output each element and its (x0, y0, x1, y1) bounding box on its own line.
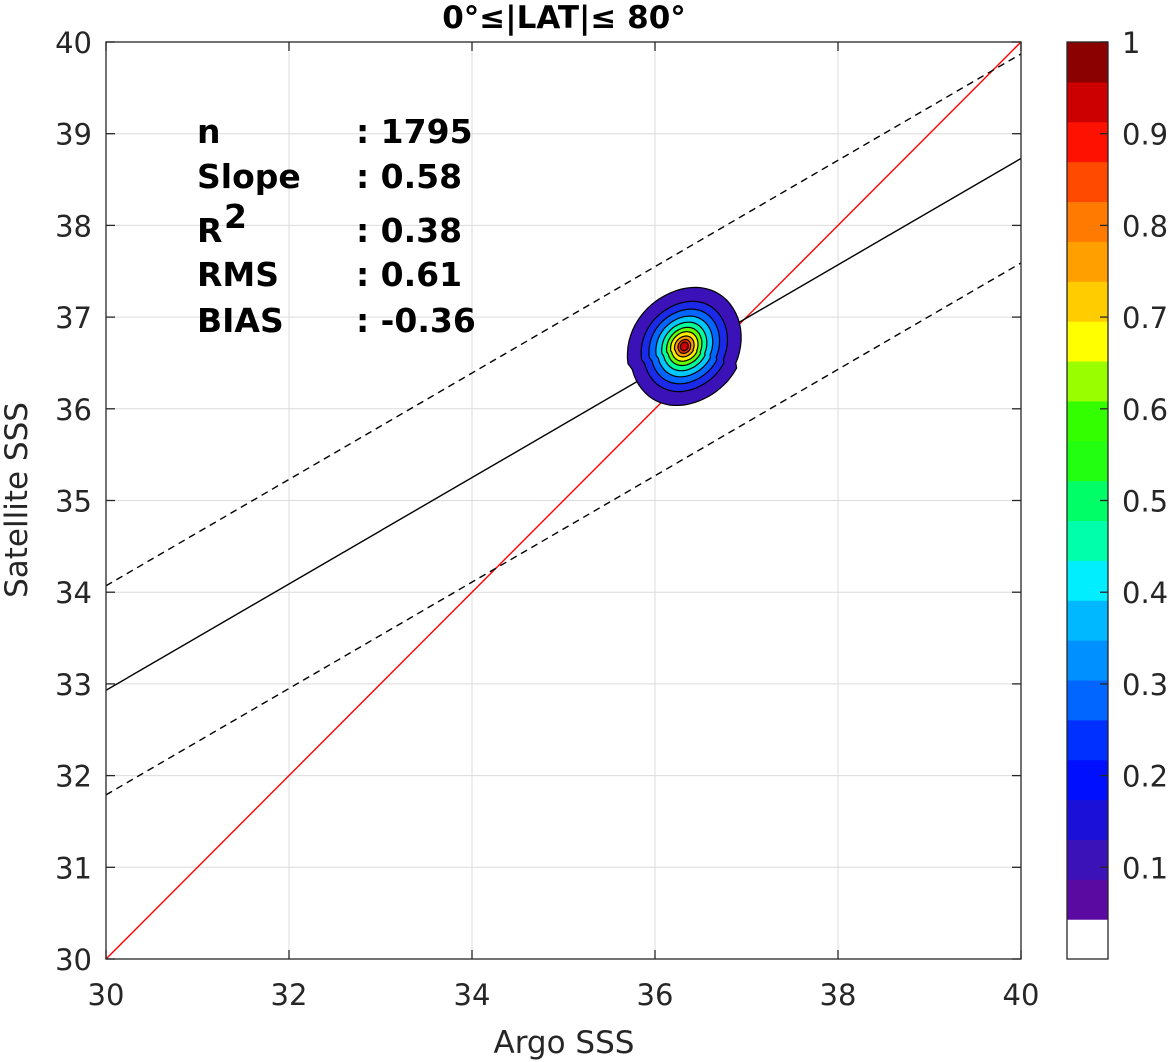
x-axis-label: Argo SSS (494, 1025, 635, 1061)
colorbar-segment-14 (1067, 360, 1108, 402)
stat-label: BIAS (197, 301, 284, 340)
x-tick-label: 34 (454, 978, 491, 1012)
y-tick-label: 38 (55, 209, 92, 243)
colorbar-tick-label: 0.2 (1122, 760, 1168, 794)
colorbar-segment-6 (1067, 679, 1108, 721)
stat-superscript: 2 (224, 197, 247, 236)
stat-value: : 1795 (356, 112, 473, 151)
x-tick-label: 36 (637, 978, 674, 1012)
stat-value: : -0.36 (356, 301, 476, 340)
stat-label: Slope (197, 157, 301, 196)
y-tick-label: 39 (55, 118, 92, 152)
colorbar-segment-7 (1067, 640, 1108, 681)
density-contours (626, 286, 742, 406)
colorbar-segment-3 (1067, 799, 1108, 840)
colorbar-segment-20 (1067, 121, 1108, 163)
y-tick-label: 37 (55, 301, 92, 335)
chart-title: 0°≤|LAT|≤ 80° (442, 0, 686, 36)
x-tick-label: 30 (88, 978, 125, 1012)
axes (105, 41, 1022, 960)
colorbar-segment-9 (1067, 560, 1108, 601)
colorbar-segment-1 (1067, 879, 1108, 920)
colorbar-segment-19 (1067, 161, 1108, 203)
one-to-one-line (106, 42, 1021, 959)
colorbar-tick-label: 0.4 (1122, 576, 1168, 610)
density-contour-9 (679, 341, 689, 352)
colorbar-tick-label: 0.6 (1122, 393, 1168, 427)
stats-annotation: n : 1795 Slope : 0.58 R 2 : 0.38 RMS : 0.61 BIAS:… (197, 112, 476, 340)
colorbar-tick-label: 0.3 (1122, 668, 1168, 702)
stat-label: R (197, 211, 222, 250)
colorbar-tick-label: 1 (1122, 26, 1140, 60)
y-tick-label: 30 (55, 943, 92, 977)
stat-label: RMS (197, 255, 279, 294)
colorbar-segment-12 (1067, 440, 1108, 482)
colorbar-segment-22 (1067, 42, 1108, 83)
x-tick-label: 32 (271, 978, 308, 1012)
colorbar-tick-label: 0.8 (1122, 209, 1168, 243)
x-tick-label: 40 (1003, 978, 1040, 1012)
lower-bound-line (106, 262, 1021, 796)
y-tick-label: 35 (55, 485, 92, 519)
colorbar: 0.1 0.2 0.3 0.4 0.5 0.6 0.7 0.8 0.9 1 (1066, 26, 1168, 960)
colorbar-segment-21 (1067, 81, 1108, 123)
upper-bound-line (106, 53, 1021, 587)
y-tick-labels: 30 31 32 33 34 35 36 37 38 39 40 (55, 26, 92, 977)
y-tick-label: 31 (55, 851, 92, 885)
colorbar-segment-8 (1067, 600, 1108, 641)
colorbar-tick-label: 0.1 (1122, 851, 1168, 885)
colorbar-tick-label: 0.5 (1122, 485, 1168, 519)
colorbar-tick-label: 0.9 (1122, 118, 1168, 152)
colorbar-segment-18 (1067, 201, 1108, 242)
colorbar-tick-label: 0.7 (1122, 301, 1168, 335)
regression-line (106, 157, 1021, 691)
y-axis-label: Satellite SSS (0, 402, 35, 598)
x-tick-labels: 30 32 34 36 38 40 (88, 978, 1040, 1012)
colorbar-segment-10 (1067, 520, 1108, 561)
colorbar-segment-5 (1067, 719, 1108, 761)
y-tick-label: 36 (55, 393, 92, 427)
colorbar-segment-16 (1067, 281, 1108, 322)
y-tick-label: 34 (55, 576, 92, 610)
colorbar-segment-0 (1067, 919, 1108, 960)
x-tick-label: 38 (820, 978, 857, 1012)
colorbar-segment-4 (1067, 759, 1108, 801)
stat-value: : 0.61 (356, 255, 462, 294)
stat-value: : 0.58 (356, 157, 462, 196)
colorbar-segment-13 (1067, 400, 1108, 442)
colorbar-segment-2 (1067, 839, 1108, 880)
colorbar-segment-17 (1067, 241, 1108, 282)
y-tick-label: 32 (55, 760, 92, 794)
reference-lines (106, 42, 1021, 959)
y-tick-label: 33 (55, 668, 92, 702)
stat-label: n (197, 112, 221, 151)
y-tick-label: 40 (55, 26, 92, 60)
stat-value: : 0.38 (356, 211, 462, 250)
colorbar-segment-15 (1067, 321, 1108, 362)
